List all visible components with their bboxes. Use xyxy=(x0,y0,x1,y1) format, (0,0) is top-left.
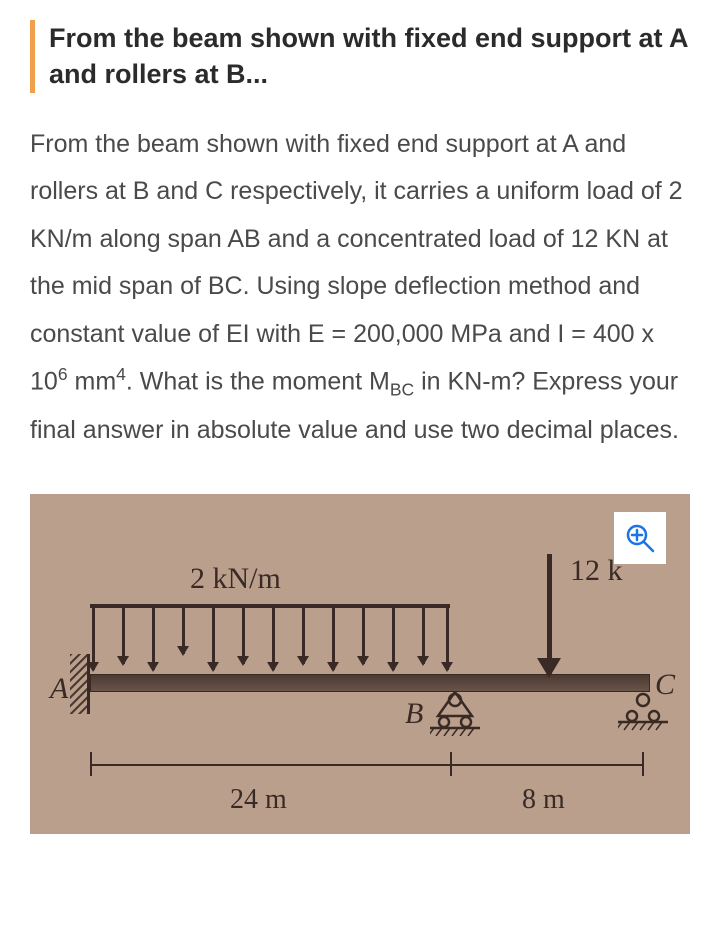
span-BC-label: 8 m xyxy=(522,784,565,816)
node-label-A: A xyxy=(50,672,68,706)
question-body: From the beam shown with fixed end suppo… xyxy=(30,121,690,455)
roller-support-B xyxy=(430,692,480,736)
distributed-load xyxy=(90,604,450,674)
beam-element xyxy=(90,674,650,692)
beam-figure: 2 kN/m 12 k A B C xyxy=(30,494,690,834)
span-AB-label: 24 m xyxy=(230,784,287,816)
roller-support-C xyxy=(618,692,668,736)
question-title-block: From the beam shown with fixed end suppo… xyxy=(30,20,690,93)
node-label-B: B xyxy=(405,697,423,731)
point-load-arrow xyxy=(547,554,552,674)
point-load-label: 12 k xyxy=(570,554,623,588)
zoom-in-icon xyxy=(624,522,656,554)
question-title: From the beam shown with fixed end suppo… xyxy=(49,20,690,93)
udl-label: 2 kN/m xyxy=(190,562,281,596)
